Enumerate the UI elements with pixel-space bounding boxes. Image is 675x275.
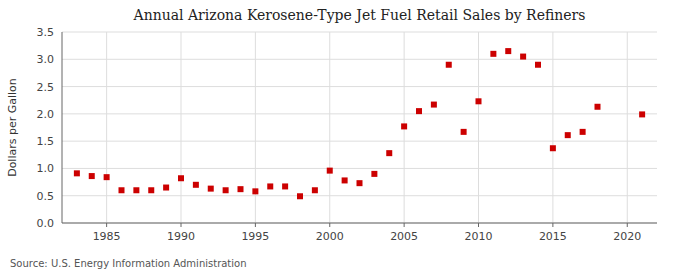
- point: [520, 54, 526, 60]
- point: [163, 185, 169, 191]
- y-grid-line: [62, 86, 657, 87]
- point: [490, 51, 496, 57]
- y-grid-line: [62, 223, 657, 224]
- y-tick-label: 3.5: [37, 26, 55, 39]
- point: [401, 123, 407, 129]
- point: [461, 129, 467, 135]
- y-grid-line: [62, 59, 657, 60]
- x-grid-line: [478, 32, 479, 223]
- point: [119, 187, 125, 193]
- point: [505, 48, 511, 54]
- point: [148, 187, 154, 193]
- x-tick-label: 1985: [93, 230, 121, 243]
- point: [178, 175, 184, 181]
- grid: [62, 32, 657, 223]
- point: [223, 187, 229, 193]
- x-tick-label: 2005: [390, 230, 418, 243]
- annotation: Source: U.S. Energy Information Administ…: [10, 258, 247, 269]
- point: [580, 129, 586, 135]
- x-tick: [106, 223, 107, 227]
- y-tick-label: 1.0: [37, 162, 55, 175]
- x-grid-line: [181, 32, 182, 223]
- point: [535, 62, 541, 68]
- point: [386, 150, 392, 156]
- point: [252, 188, 258, 194]
- x-tick-label: 2015: [539, 230, 567, 243]
- y-axis-label: Dollars per Gallon: [6, 78, 19, 177]
- x-tick: [329, 223, 330, 227]
- point: [89, 173, 95, 179]
- point: [312, 187, 318, 193]
- point: [282, 183, 288, 189]
- chart: Annual Arizona Kerosene-Type Jet Fuel Re…: [0, 0, 675, 275]
- point: [297, 193, 303, 199]
- y-grid-line: [62, 195, 657, 196]
- y-tick-label: 0.0: [37, 217, 55, 230]
- x-tick-label: 2010: [465, 230, 493, 243]
- point: [267, 183, 273, 189]
- x-tick-label: 2000: [316, 230, 344, 243]
- x-tick: [478, 223, 479, 227]
- y-tick-label: 0.5: [37, 190, 55, 203]
- x-axis-line: [62, 223, 657, 224]
- background: [0, 0, 675, 275]
- axes: 0.0 0.5 1.0 1.5 2.0 2.5 3.0 3.5 1985 1990 1995 2000…: [37, 26, 658, 243]
- point: [639, 111, 645, 117]
- x-grid-line: [255, 32, 256, 223]
- title: Annual Arizona Kerosene-Type Jet Fuel Re…: [133, 7, 586, 23]
- x-grid-line: [106, 32, 107, 223]
- point: [431, 102, 437, 108]
- point: [416, 108, 422, 114]
- point: [476, 98, 482, 104]
- point: [327, 168, 333, 174]
- point: [565, 132, 571, 138]
- point: [104, 174, 110, 180]
- y-grid-line: [62, 168, 657, 169]
- point: [193, 182, 199, 188]
- y-tick-label: 1.5: [37, 135, 55, 148]
- point: [595, 104, 601, 110]
- y-tick-label: 2.5: [37, 81, 55, 94]
- y-axis-line: [62, 32, 63, 223]
- y-grid-line: [62, 113, 657, 114]
- point: [371, 171, 377, 177]
- points: [74, 48, 645, 199]
- point: [357, 180, 363, 186]
- point: [74, 170, 80, 176]
- x-tick: [404, 223, 405, 227]
- x-tick: [255, 223, 256, 227]
- y-grid-line: [62, 141, 657, 142]
- point: [446, 62, 452, 68]
- x-tick-label: 1995: [241, 230, 269, 243]
- point: [550, 145, 556, 151]
- y-tick-label: 3.0: [37, 53, 55, 66]
- x-grid-line: [552, 32, 553, 223]
- x-tick: [552, 223, 553, 227]
- x-tick-label: 1990: [167, 230, 195, 243]
- point: [133, 187, 139, 193]
- x-grid-line: [627, 32, 628, 223]
- point: [238, 186, 244, 192]
- point: [342, 177, 348, 183]
- x-tick: [181, 223, 182, 227]
- y-grid-line: [62, 32, 657, 33]
- point: [208, 186, 214, 192]
- x-tick: [627, 223, 628, 227]
- y-tick-label: 2.0: [37, 108, 55, 121]
- x-tick-label: 2020: [613, 230, 641, 243]
- x-grid-line: [329, 32, 330, 223]
